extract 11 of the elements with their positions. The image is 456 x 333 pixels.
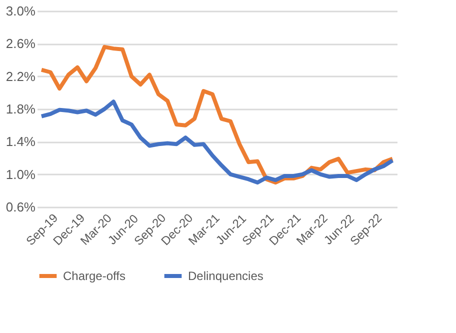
y-tick-label: 1.4% [6,134,36,150]
legend-label: Charge-offs [63,269,126,283]
y-tick-label: 0.6% [6,200,36,214]
line-series [40,100,394,184]
legend-label: Delinquencies [188,269,264,283]
y-tick-label: 2.2% [6,68,36,84]
y-tick-label: 2.6% [6,36,36,52]
line-series [40,44,394,184]
y-tick-label: 3.0% [6,4,36,18]
y-tick-label: 1.8% [6,102,36,116]
y-tick-label: 1.0% [6,166,36,182]
